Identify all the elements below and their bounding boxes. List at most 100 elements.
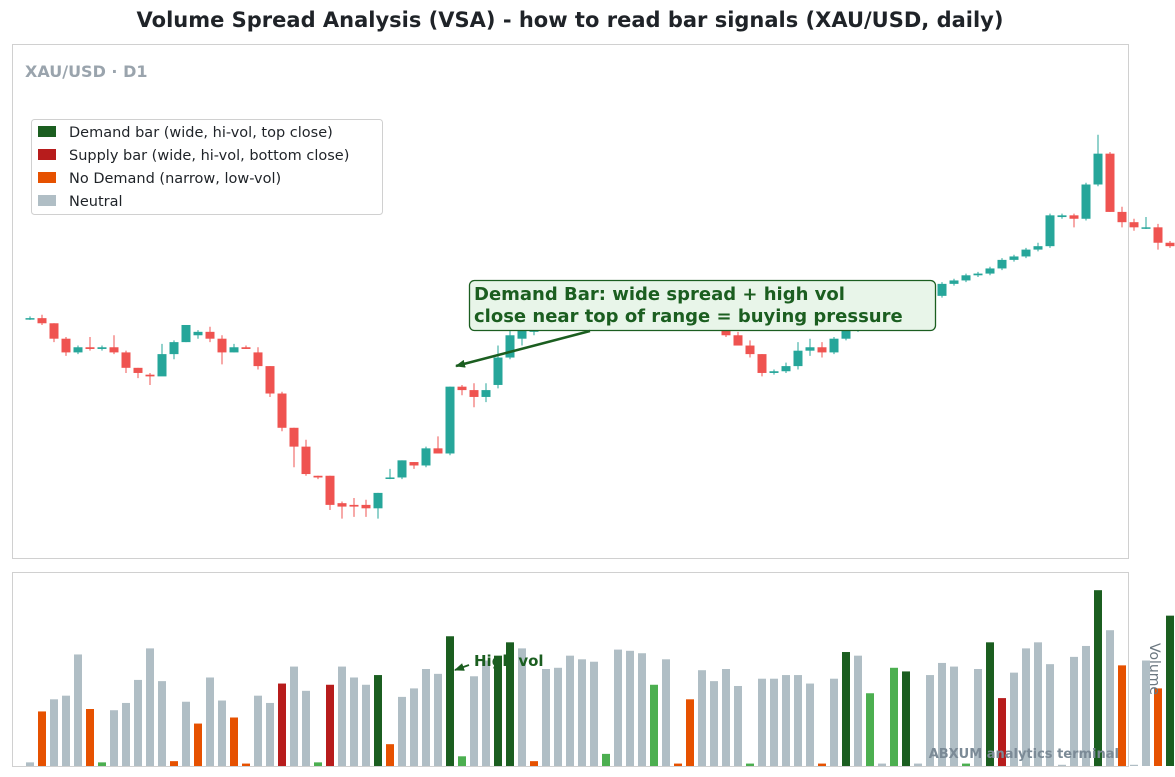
candle <box>241 345 251 349</box>
candle-body <box>157 354 167 377</box>
candle-body <box>397 460 407 478</box>
candle <box>73 345 83 355</box>
volume-bar <box>50 699 58 766</box>
volume-bar <box>86 709 94 766</box>
candle <box>1165 241 1175 248</box>
candle-body <box>985 268 995 274</box>
candle-body <box>349 504 359 507</box>
volume-bar <box>1130 764 1138 766</box>
candle <box>1105 151 1115 212</box>
candle <box>1033 242 1043 252</box>
candle <box>337 501 347 519</box>
candle-body <box>1093 153 1103 185</box>
candle-body <box>49 323 59 339</box>
candle-body <box>145 374 155 377</box>
volume-bar <box>470 676 478 766</box>
candle-body <box>949 280 959 284</box>
candle-body <box>121 352 131 368</box>
volume-bar <box>278 683 286 766</box>
high-vol-label: High vol <box>474 652 544 670</box>
volume-bar <box>338 666 346 766</box>
volume-bar <box>182 701 190 766</box>
volume-bar <box>818 763 826 766</box>
high-vol-arrow <box>454 663 470 671</box>
candle <box>949 278 959 286</box>
candle-body <box>937 283 947 296</box>
candle <box>145 372 155 385</box>
volume-bar <box>890 667 898 766</box>
volume-bar <box>170 761 178 766</box>
volume-bar <box>614 649 622 766</box>
candle <box>1141 217 1151 230</box>
volume-bar <box>626 650 634 766</box>
volume-bar <box>62 695 70 766</box>
candle-body <box>205 331 215 339</box>
candle <box>373 492 383 519</box>
volume-bar <box>998 698 1006 766</box>
volume-bar <box>26 762 34 766</box>
candle <box>1093 134 1103 187</box>
volume-bar <box>434 673 442 766</box>
candle-body <box>433 448 443 454</box>
candle-body <box>409 462 419 466</box>
candle-body <box>1069 215 1079 219</box>
candle-body <box>1081 184 1091 219</box>
candle <box>937 282 947 298</box>
volume-bar <box>38 711 46 766</box>
volume-bar <box>146 648 154 766</box>
volume-bar <box>374 675 382 766</box>
candle-body <box>841 330 851 339</box>
volume-bar <box>158 681 166 766</box>
volume-bar <box>1082 645 1090 766</box>
volume-bar <box>494 655 502 766</box>
candle <box>1021 247 1031 259</box>
legend-label: Supply bar (wide, hi-vol, bottom close) <box>69 148 349 164</box>
candle-body <box>133 367 143 373</box>
volume-bar <box>194 723 202 766</box>
candle <box>301 439 311 476</box>
candle-body <box>493 357 503 385</box>
volume-bar <box>110 710 118 766</box>
candle-body <box>241 347 251 349</box>
volume-bar <box>878 763 886 766</box>
candle-body <box>169 342 179 355</box>
candle-body <box>505 335 515 358</box>
volume-bar <box>554 667 562 766</box>
candle <box>49 323 59 343</box>
candle <box>157 343 167 377</box>
volume-series <box>26 590 1174 766</box>
candle-body <box>769 371 779 373</box>
chart-title: Volume Spread Analysis (VSA) - how to re… <box>136 8 1004 32</box>
volume-bar <box>446 636 454 766</box>
volume-bar <box>866 693 874 766</box>
volume-bar <box>1118 665 1126 766</box>
volume-bar <box>662 659 670 766</box>
candle-body <box>61 338 71 353</box>
volume-bar <box>482 660 490 766</box>
volume-bar <box>206 677 214 766</box>
candle <box>1045 213 1055 248</box>
volume-bar <box>698 670 706 766</box>
candle-body <box>973 273 983 276</box>
volume-bar <box>938 662 946 766</box>
volume-bar <box>674 763 682 766</box>
candle-body <box>313 475 323 478</box>
candle-body <box>469 390 479 397</box>
volume-bar <box>914 763 922 766</box>
volume-bar <box>1094 590 1102 766</box>
annotation-arrow <box>455 329 591 368</box>
candle <box>181 324 191 343</box>
volume-bar <box>1022 648 1030 766</box>
candle <box>61 336 71 356</box>
volume-bar <box>926 675 934 766</box>
volume-bar <box>266 702 274 766</box>
volume-bar <box>1046 664 1054 766</box>
candle <box>85 336 95 351</box>
candle-body <box>85 347 95 349</box>
candle <box>757 354 767 377</box>
candle-body <box>253 352 263 367</box>
candle <box>793 342 803 370</box>
volume-bar <box>1106 630 1114 766</box>
volume-bar <box>1058 764 1066 766</box>
volume-bar <box>254 695 262 766</box>
